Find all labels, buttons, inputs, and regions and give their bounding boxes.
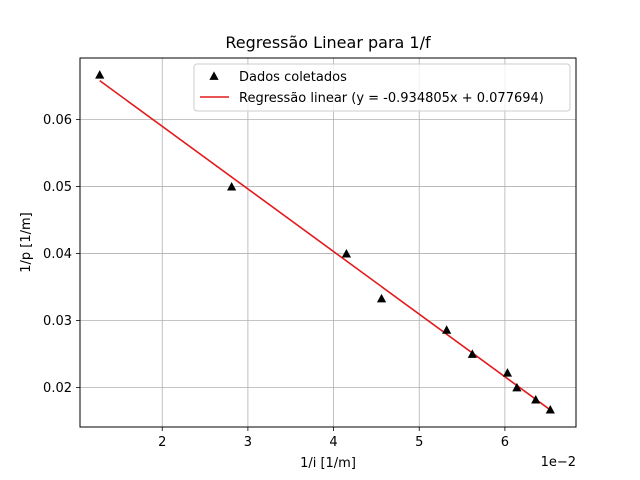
data-point-marker [95, 70, 105, 79]
axis-ticks: 2 3 4 5 6 0.02 0.03 0.04 0.05 0.06 [43, 113, 509, 450]
y-tick-label: 0.02 [43, 381, 72, 396]
legend-box [193, 63, 571, 112]
legend-label-dados-coletados: Dados coletados [239, 70, 347, 85]
data-point-marker [545, 404, 555, 414]
data-point-marker [467, 349, 477, 358]
x-axis-label: 1/i [1/m] [300, 456, 356, 471]
legend: Dados coletados Regressão linear (y = -0… [193, 63, 571, 112]
y-tick-label: 0.06 [43, 113, 72, 128]
data-points-layer [95, 70, 555, 414]
data-point-marker [341, 248, 352, 258]
x-tick-label: 3 [244, 435, 252, 450]
data-point-marker [376, 293, 387, 303]
x-tick-label: 5 [415, 435, 423, 450]
data-point-marker [512, 382, 522, 392]
legend-label-regressao-linear: Regressão linear (y = -0.934805x + 0.077… [239, 91, 544, 106]
y-tick-label: 0.05 [43, 180, 72, 195]
data-point-marker [442, 325, 452, 334]
grid [80, 58, 576, 427]
plot-area-frame [79, 57, 577, 428]
legend-marker-dados-coletados [209, 71, 219, 80]
y-tick-label: 0.03 [43, 314, 72, 329]
data-point-marker [502, 368, 513, 377]
chart-title: Regressão Linear para 1/f [225, 33, 431, 52]
data-point-marker [531, 394, 541, 404]
x-axis-offset-label: 1e−2 [541, 455, 576, 470]
data-point-marker [227, 181, 237, 191]
x-tick-label: 2 [158, 435, 166, 450]
y-tick-label: 0.04 [43, 247, 72, 262]
x-tick-label: 4 [329, 435, 337, 450]
y-axis-label: 1/p [1/m] [19, 212, 34, 273]
x-tick-label: 6 [501, 435, 509, 450]
